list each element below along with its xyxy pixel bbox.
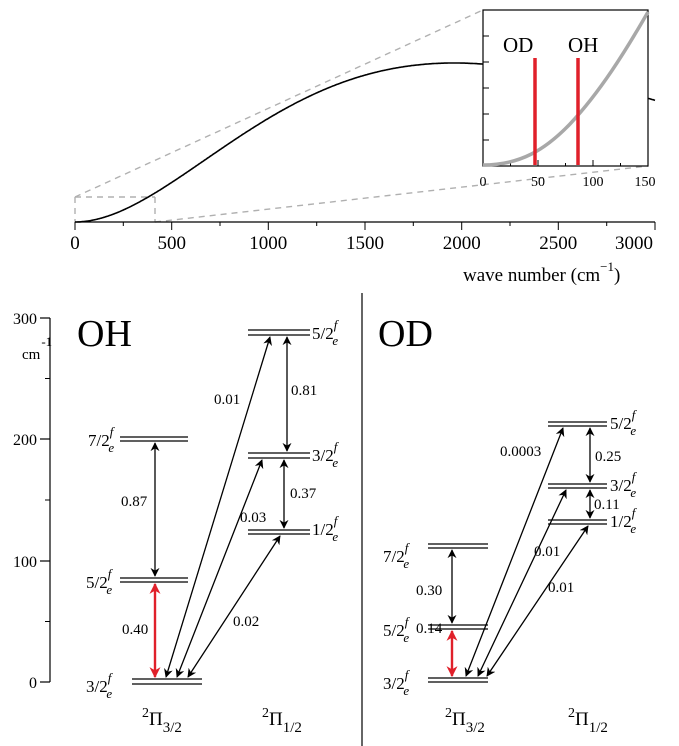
od-transition-label: 0.01 — [534, 544, 560, 560]
inset-x-tick-label: 100 — [583, 175, 604, 190]
od-level-label: 3/2f e — [610, 469, 638, 500]
x-tick-label: 0 — [70, 233, 80, 254]
od-transition-label: 0.01 — [548, 580, 574, 596]
oh-transition-label: 0.87 — [121, 494, 148, 510]
energy-tick-label: 0 — [29, 675, 37, 692]
od-transition-label: 0.25 — [595, 449, 621, 465]
inset-frame — [482, 9, 649, 167]
oh-level-label: 1/2f e — [312, 513, 340, 544]
oh-transitions — [149, 336, 292, 679]
x-tick-label: 1500 — [346, 233, 384, 254]
zoom-line-top — [74, 9, 484, 198]
energy-tick-label: 300 — [13, 311, 37, 328]
spectrum-x-ticks — [74, 222, 656, 230]
od-transition-label: 0.30 — [416, 583, 442, 599]
inset-x-tick-label: 150 — [635, 175, 656, 190]
od-level-label: 5/2f e — [610, 407, 638, 438]
inset-label-od: OD — [503, 33, 533, 57]
x-axis-label: wave number (cm−1) — [463, 259, 620, 286]
x-tick-label: 2000 — [443, 233, 481, 254]
spectrum-plot: 0 500 1000 1500 2000 2500 3000 wave numb… — [70, 9, 656, 286]
energy-tick-label: 200 — [13, 432, 37, 449]
od-column-label-3-2: 2Π3/2 — [445, 706, 485, 736]
x-tick-label: 500 — [157, 233, 186, 254]
od-levels — [428, 421, 607, 683]
od-transition-label: 0.11 — [594, 497, 620, 513]
oh-levels — [120, 329, 310, 685]
oh-level-label: 3/2f e — [312, 439, 340, 470]
oh-transition-label: 0.01 — [214, 392, 240, 408]
energy-axis: 300 200 100 0 cm-1 — [13, 311, 52, 692]
od-level-label: 1/2f e — [610, 505, 638, 536]
energy-unit-label: cm-1 — [22, 334, 52, 363]
inset-curve — [482, 11, 650, 167]
od-panel: OD 3/2f e 5/2f e 7/2f e 1/2f e 3/2f e 5/2f e — [378, 313, 638, 736]
oh-transition-label: 0.40 — [122, 622, 148, 638]
od-column-label-1-2: 2Π1/2 — [568, 706, 608, 736]
oh-level-label: 5/2f e — [86, 566, 114, 597]
oh-level-label: 5/2f e — [312, 317, 340, 348]
oh-transition-label: 0.03 — [240, 510, 266, 526]
oh-transition-label: 0.81 — [291, 383, 317, 399]
inset-plot: OD OH 0 50 100 150 — [480, 9, 656, 190]
od-transition-label: 0.14 — [416, 621, 443, 637]
inset-x-tick-label: 50 — [531, 175, 545, 190]
od-title: OD — [378, 313, 433, 355]
x-tick-label: 2500 — [539, 233, 577, 254]
x-tick-label: 1000 — [249, 233, 287, 254]
inset-label-oh: OH — [568, 33, 598, 57]
energy-tick-label: 100 — [13, 554, 37, 571]
od-level-label: 7/2f e — [383, 540, 411, 571]
oh-transition-label: 0.02 — [233, 614, 259, 630]
zoom-line-bottom — [154, 165, 649, 223]
oh-level-label: 3/2f e — [86, 670, 114, 701]
inset-x-tick-label: 0 — [480, 175, 487, 190]
od-level-label: 3/2f e — [383, 667, 411, 698]
oh-transition-label: 0.37 — [290, 486, 317, 502]
x-tick-label: 3000 — [615, 233, 653, 254]
oh-level-label: 7/2f e — [88, 424, 116, 455]
oh-column-label-1-2: 2Π1/2 — [262, 706, 302, 736]
oh-panel: OH 3/2f e 5/2f e 7/2f e 1/2f e 3/2f e 5/2f e — [77, 313, 340, 736]
inset-ticks — [483, 35, 621, 166]
od-level-label: 5/2f e — [383, 614, 411, 645]
od-transition-label: 0.0003 — [500, 444, 541, 460]
oh-title: OH — [77, 313, 132, 355]
oh-column-label-3-2: 2Π3/2 — [142, 706, 182, 736]
od-transitions — [446, 427, 595, 678]
